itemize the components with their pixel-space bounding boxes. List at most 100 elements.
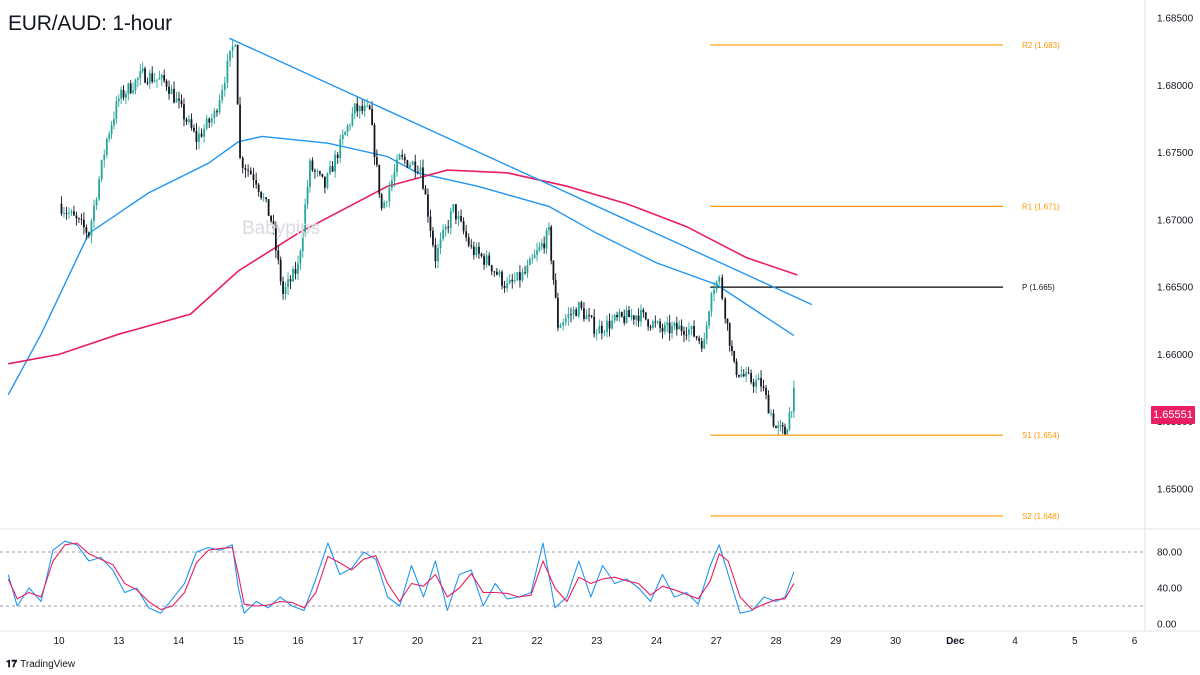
candle <box>580 300 583 311</box>
stochastic-tick-label: 40.00 <box>1157 584 1182 595</box>
candle <box>788 407 791 431</box>
candle <box>358 105 361 119</box>
candle <box>200 128 203 138</box>
candle <box>603 329 606 337</box>
candle <box>156 79 158 88</box>
trendline[interactable] <box>229 37 813 306</box>
candle <box>316 168 319 177</box>
candle <box>490 264 493 276</box>
candle <box>750 369 753 385</box>
candle <box>153 73 156 83</box>
candle <box>208 117 211 128</box>
candle <box>533 249 536 259</box>
price-pane[interactable]: R2 (1.683) R1 (1.671) P (1.665) S1 (1.654) S… <box>7 37 1060 521</box>
candle <box>498 269 501 278</box>
candle <box>180 94 183 108</box>
candle <box>98 175 101 202</box>
candle <box>226 53 229 89</box>
candle <box>373 122 376 165</box>
candle <box>493 270 496 277</box>
time-tick-label: 5 <box>1072 636 1078 647</box>
candle <box>781 422 784 434</box>
candle <box>726 318 729 331</box>
candle <box>414 154 417 179</box>
candle <box>513 272 516 284</box>
candle <box>129 80 132 95</box>
candle <box>652 319 654 330</box>
candle <box>68 207 70 219</box>
candle <box>656 320 659 325</box>
candle <box>406 159 409 169</box>
candle <box>470 239 473 249</box>
candle <box>183 98 185 127</box>
candle <box>593 309 596 338</box>
candle <box>742 369 745 378</box>
candle <box>625 305 628 324</box>
candle <box>548 222 550 236</box>
candle <box>480 252 483 258</box>
candle <box>567 307 570 326</box>
stochastic-axis[interactable]: 80.00 40.00 0.00 <box>1157 548 1182 631</box>
candle <box>134 78 137 95</box>
candle <box>538 242 541 253</box>
candle <box>361 99 364 115</box>
candle <box>331 161 334 172</box>
candle <box>452 203 455 214</box>
time-tick-label: 4 <box>1012 636 1018 647</box>
candle <box>757 373 760 381</box>
candle <box>745 367 748 383</box>
candle <box>590 315 593 319</box>
candle <box>168 80 170 100</box>
candle <box>132 82 134 95</box>
candle <box>274 221 277 259</box>
candle <box>608 313 611 337</box>
candle <box>475 242 478 258</box>
price-tick-label: 1.66500 <box>1157 283 1194 294</box>
candle <box>289 275 292 290</box>
pivot-levels: R2 (1.683) R1 (1.671) P (1.665) S1 (1.654) S… <box>710 41 1060 521</box>
moving-averages <box>7 135 798 396</box>
chart-title: EUR/AUD: 1-hour <box>8 12 172 35</box>
price-tick-label: 1.68500 <box>1157 14 1194 25</box>
candle <box>424 185 427 195</box>
candle <box>301 225 304 258</box>
candle <box>323 176 326 194</box>
candle <box>570 307 572 323</box>
candle <box>223 76 226 97</box>
candle <box>635 314 638 327</box>
candle <box>442 224 445 242</box>
candle <box>673 321 676 330</box>
candle <box>437 243 439 269</box>
candle <box>117 94 120 108</box>
candle <box>213 108 216 125</box>
tradingview-logo[interactable]: 𝟏𝟕 TradingView <box>6 659 75 670</box>
price-tick-label: 1.68000 <box>1157 81 1194 92</box>
candle <box>139 64 142 86</box>
candle <box>543 236 546 254</box>
candle <box>600 320 603 340</box>
time-tick-label: 16 <box>292 636 304 647</box>
candle <box>583 301 585 322</box>
candle <box>760 370 762 392</box>
stochastic-pane[interactable] <box>0 540 1145 614</box>
time-tick-label: 21 <box>472 636 484 647</box>
candle <box>336 152 339 164</box>
price-tick-label: 1.65000 <box>1157 485 1194 496</box>
candle <box>693 320 695 338</box>
candle <box>457 210 460 227</box>
candle <box>255 172 258 189</box>
stoch-d-line <box>7 542 795 611</box>
brand-name: TradingView <box>20 659 76 670</box>
candle <box>127 82 130 101</box>
trendline-line[interactable] <box>229 37 813 306</box>
candle <box>252 167 255 188</box>
candle <box>447 219 450 234</box>
candle <box>572 306 575 320</box>
candle <box>588 307 590 322</box>
time-axis[interactable]: 10 13 14 15 16 17 20 21 22 23 24 27 28 29 30 Dec 4 5 6 <box>53 636 1137 647</box>
candle <box>249 167 252 175</box>
candle <box>80 213 83 225</box>
candle <box>287 272 289 295</box>
stochastic-tick-label: 80.00 <box>1157 548 1182 559</box>
